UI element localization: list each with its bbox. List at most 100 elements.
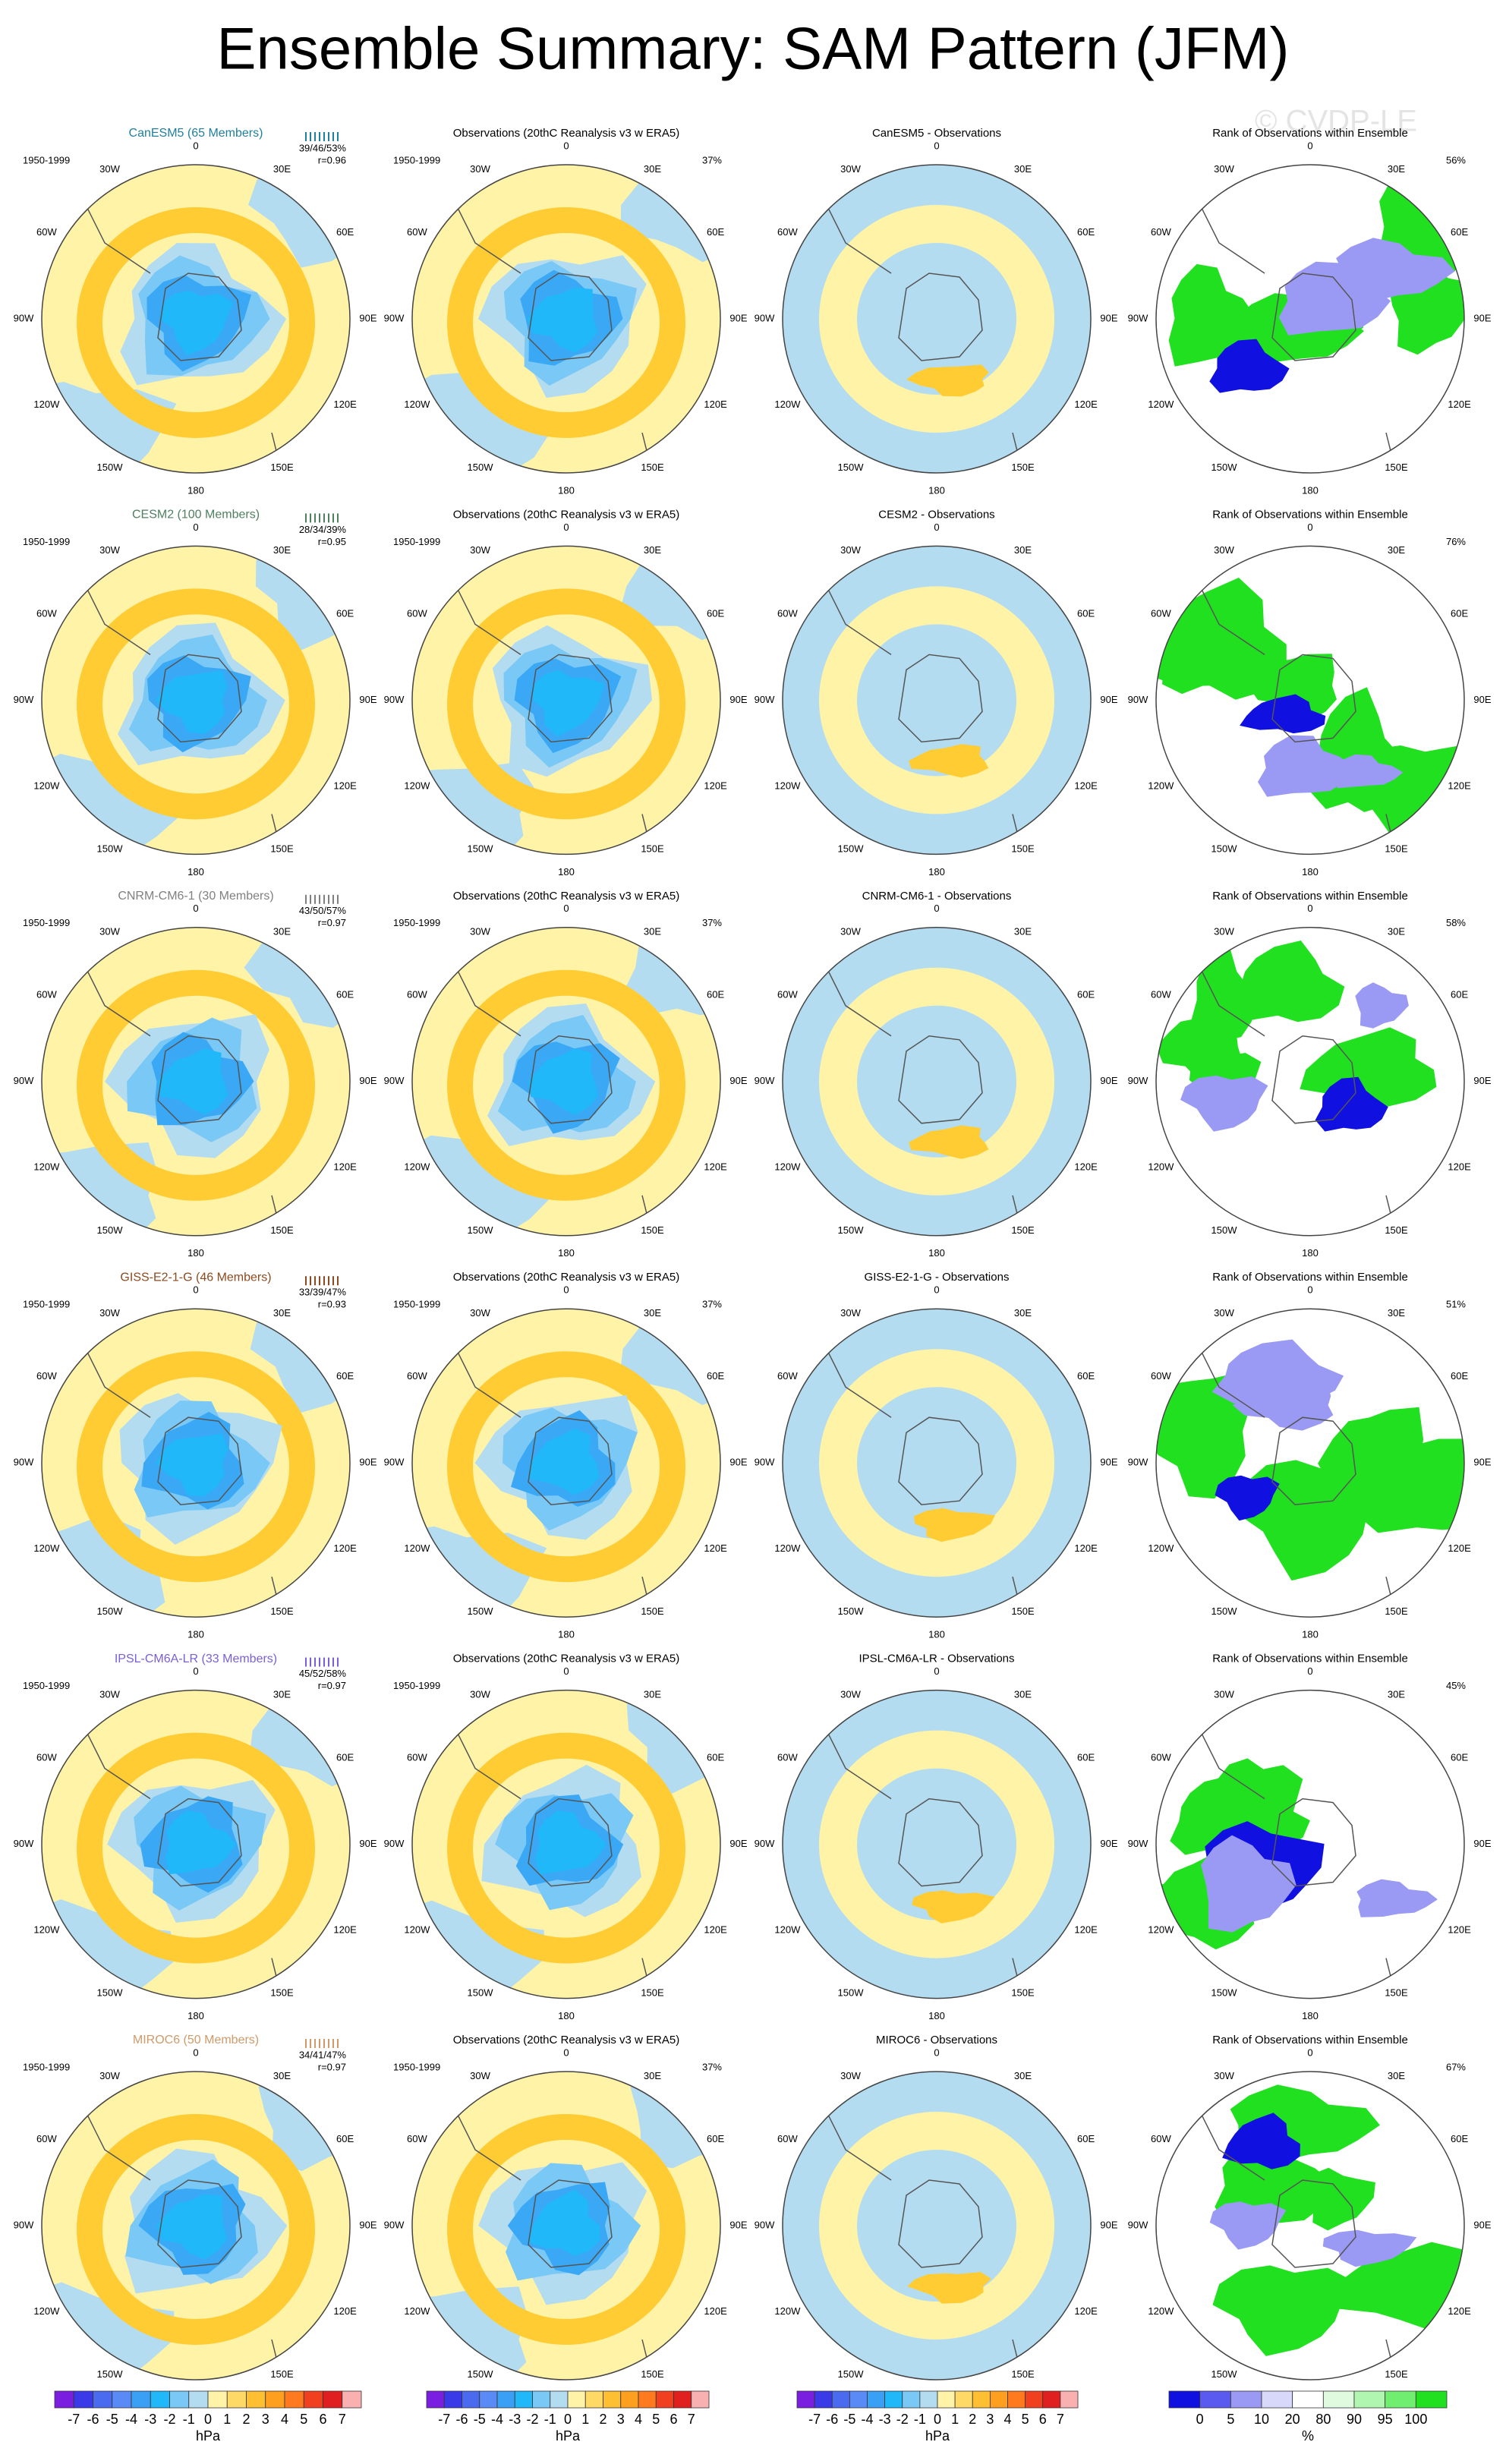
lon-label: 30E [1388,544,1405,556]
obs-title: Observations (20thC Reanalysis v3 w ERA5… [453,1653,679,1665]
lon-label: 150W [97,843,124,854]
rank-low [1315,1076,1388,1132]
colorbar-box [226,2390,247,2409]
colorbar-box [638,2390,657,2409]
lon-label: 60E [1451,2133,1468,2144]
polar-map [783,927,1091,1236]
pos-ring [447,1351,685,1583]
period: 1950-1999 [393,154,440,165]
lon-label: 0 [934,140,939,151]
colorbar-label: -3 [879,2412,891,2427]
lon-label: 90E [1473,2219,1491,2230]
period: 1950-1999 [23,154,70,165]
rank-low [1356,1879,1438,1917]
colorbar-label: -5 [474,2412,486,2427]
coastline [528,654,613,743]
lon-label: 90E [359,1457,376,1468]
lon-label: 150W [468,1987,494,1999]
rank-pct: 76% [1446,536,1466,547]
coastline [898,1035,983,1124]
pos-ring [77,1732,315,1964]
lon-label: 120E [1074,1161,1098,1173]
coastline [528,273,613,361]
lon-label: 120W [774,780,801,791]
lon-label: 60E [336,1752,354,1763]
lon-label: 120W [774,1161,801,1173]
lon-label: 30E [273,544,291,556]
lon-label: 90W [384,312,405,323]
colorbar-box [426,2390,445,2409]
lon-label: 30W [99,2070,120,2081]
polar-map [1156,2072,1464,2380]
lon-label: 30E [644,163,661,175]
lon-label: 30W [99,163,120,175]
colorbar-label: -1 [914,2412,926,2427]
lon-label: 90E [1100,694,1117,705]
colorbar-box [620,2390,639,2409]
diff-title: CanESM5 - Observations [872,127,1001,140]
colorbar-label: 5 [652,2412,660,2427]
colorbar-box [937,2390,956,2409]
lon-label: 150E [270,843,294,854]
colorbar-label: -1 [544,2412,556,2427]
period: 1950-1999 [393,1299,440,1310]
lon-label: 120E [333,780,357,791]
coastline [1271,273,1356,361]
colorbar-label: 10 [1254,2412,1269,2427]
colorbar-box [831,2390,850,2409]
pos-ring [447,207,685,438]
map-border [41,164,351,474]
obs-pct: 37% [702,154,722,165]
neg-anomaly [412,1526,547,1618]
lon-label: 90E [1473,1075,1491,1086]
pos-band [819,2112,1054,2340]
polar-map [412,2072,720,2380]
lon-label: 150W [1211,2368,1238,2380]
lon-label: 150W [97,1987,124,1999]
colorbar-label: 6 [319,2412,326,2427]
lon-label: 30E [1388,1307,1405,1319]
colorbar-label: 3 [617,2412,625,2427]
lon-label: 30E [1388,926,1405,937]
pos-band [819,205,1054,433]
lon-label: 150E [1385,1987,1408,1999]
rank-pct: 51% [1446,1299,1466,1310]
lon-label: 180 [187,866,204,878]
lon-label: 150W [1211,843,1238,854]
lon-label: 30E [273,1688,291,1700]
lon-label: 120W [33,2305,60,2317]
colorbar-box [1353,2390,1386,2409]
lon-label: 150E [270,1224,294,1236]
lon-label: 0 [193,1665,198,1677]
pos-band [819,1730,1054,1958]
lon-label: 150E [1011,462,1035,473]
lon-label: 60W [777,2133,798,2144]
lon-label: 120E [1448,399,1471,410]
lon-label: 150E [270,1605,294,1617]
lon-label: 180 [187,2010,204,2021]
colorbar-label: 5 [1022,2412,1029,2427]
lon-label: 150E [641,843,664,854]
rank-title: Rank of Observations within Ensemble [1212,127,1408,140]
neg-core [157,1048,228,1115]
lon-label: 120W [404,780,430,791]
pos-anomaly [909,744,989,778]
rank-low [1222,2113,1300,2169]
lon-label: 60W [1151,1370,1171,1382]
polar-map [783,165,1091,473]
pattern-corr: r=0.95 [318,536,346,547]
colorbar-unit: % [1302,2428,1314,2444]
lon-label: 60E [1077,2133,1095,2144]
rank-title: Rank of Observations within Ensemble [1212,890,1408,903]
lon-label: 60W [407,2133,427,2144]
colorbar-label: 0 [1196,2412,1204,2427]
lon-label: 30W [1214,163,1234,175]
polar-map [783,2072,1091,2380]
lon-label: 90W [14,1838,34,1849]
lon-label: 30E [1388,1688,1405,1700]
pattern-stats: 45/52/58% [299,1668,347,1679]
colorbar-box [54,2390,74,2409]
lon-label: 60W [407,226,427,238]
lon-label: 0 [563,2047,569,2058]
lon-label: 90E [729,2219,747,2230]
